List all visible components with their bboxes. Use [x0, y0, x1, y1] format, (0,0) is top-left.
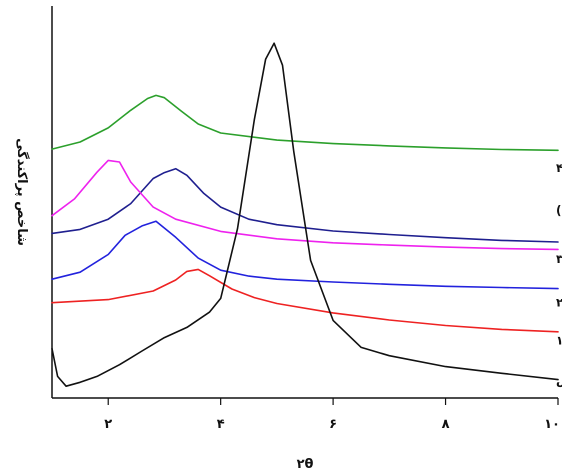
series-line-2 [51, 167, 559, 243]
x-tick-label: ۶ [329, 417, 337, 432]
x-tick-label: ۸ [442, 417, 450, 432]
x-axis-ticks: ۲ ۴ ۶ ۸ ۱۰ [104, 398, 560, 432]
x-tick-label: ۴ [217, 417, 225, 432]
y-axis-title: شاخص پراکندگی [14, 138, 30, 246]
x-axis-title: ۲θ [297, 457, 314, 472]
series-labels: نمونه ۴ نمونه ۳(غلتک) نمونه ۳ نمونه۲ نمونه ۱… [556, 161, 562, 388]
series-label-4: نمونه۲ [556, 295, 562, 310]
series-line-4 [51, 220, 559, 290]
series-line-1 [51, 94, 559, 152]
series-label-2: نمونه ۳(غلتک) [556, 204, 562, 219]
series-line-5 [51, 268, 559, 333]
series-line-6 [51, 42, 559, 388]
series-lines [51, 42, 559, 388]
series-label-5: نمونه ۱ [556, 334, 562, 349]
x-tick-label: ۲ [104, 417, 112, 432]
series-label-1: نمونه ۴ [556, 161, 562, 176]
series-label-3: نمونه ۳ [556, 252, 562, 267]
plot-frame [51, 6, 558, 399]
x-tick-label: ۱۰ [544, 417, 560, 432]
series-line-3 [51, 159, 559, 251]
series-label-6: نانو رس [556, 373, 562, 388]
